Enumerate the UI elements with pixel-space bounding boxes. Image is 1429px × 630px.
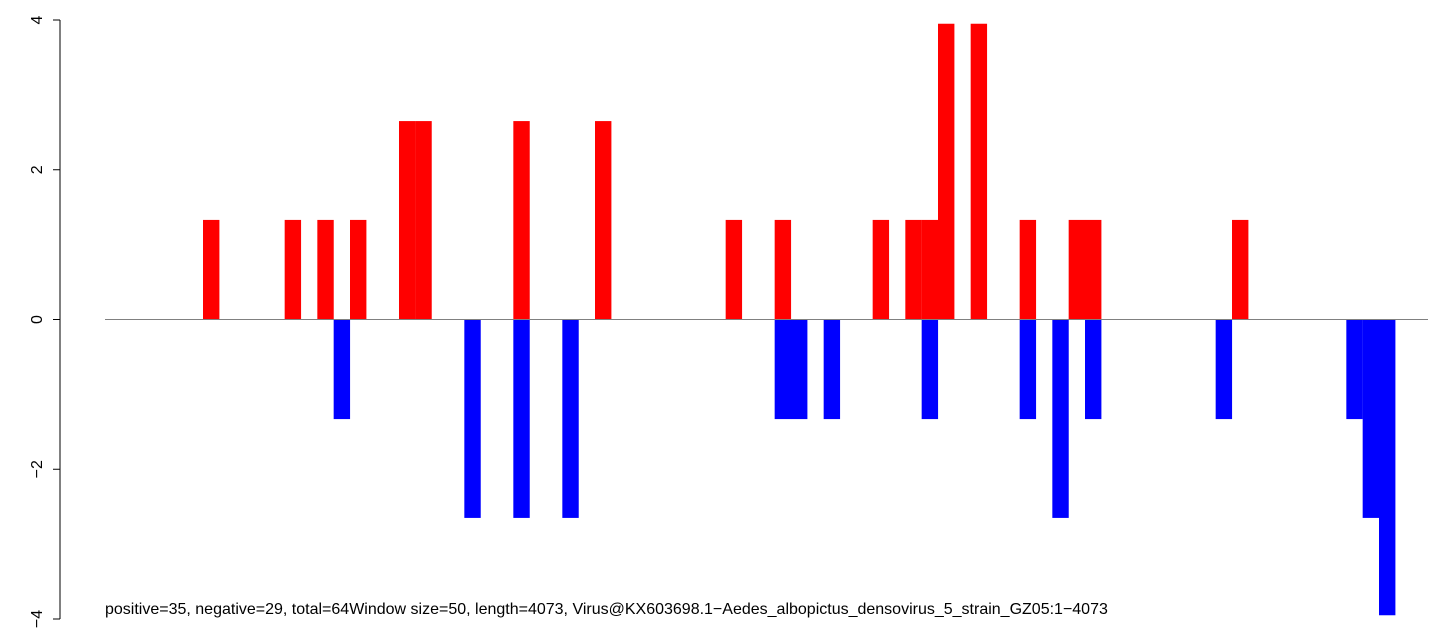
y-tick-label-1: −2 bbox=[29, 460, 46, 478]
y-tick-label-0: −4 bbox=[29, 610, 46, 628]
negative-bar-13 bbox=[1362, 319, 1380, 518]
positive-bar-6 bbox=[513, 121, 530, 320]
positive-bar-14 bbox=[970, 23, 988, 320]
positive-bar-18 bbox=[1232, 219, 1249, 320]
positive-bar-12 bbox=[921, 219, 939, 320]
positive-bar-0 bbox=[203, 219, 220, 320]
positive-bar-16 bbox=[1068, 219, 1086, 320]
caption: positive=35, negative=29, total=64Window… bbox=[105, 599, 1108, 621]
negative-bar-4 bbox=[774, 319, 792, 420]
counts-annotation: positive=35, negative=29, total=64 bbox=[105, 601, 350, 618]
y-axis: −4 −2 0 2 4 bbox=[29, 15, 61, 628]
positive-bar-15 bbox=[1019, 219, 1037, 320]
positive-bar-10 bbox=[872, 219, 890, 320]
positive-bar-7 bbox=[595, 121, 612, 320]
y-tick-label-3: 2 bbox=[29, 165, 46, 174]
positive-bar-4 bbox=[399, 121, 416, 320]
window-annotation: Window size=50, length=4073, Virus@KX603… bbox=[349, 601, 1108, 618]
negative-bar-8 bbox=[1019, 319, 1037, 420]
positive-bar-3 bbox=[350, 219, 367, 320]
positive-bar-8 bbox=[725, 219, 743, 320]
negative-bar-3 bbox=[562, 319, 579, 518]
negative-bar-1 bbox=[464, 319, 481, 518]
negative-bar-6 bbox=[823, 319, 841, 420]
negative-bar-12 bbox=[1346, 319, 1363, 420]
negative-bar-7 bbox=[921, 319, 939, 420]
positive-bar-17 bbox=[1085, 219, 1102, 320]
positive-bar-11 bbox=[905, 219, 922, 320]
negative-bar-0 bbox=[333, 319, 351, 420]
y-tick-label-4: 4 bbox=[29, 15, 46, 24]
bars-layer bbox=[203, 23, 1396, 616]
negative-bar-5 bbox=[791, 319, 808, 420]
negative-bar-10 bbox=[1085, 319, 1102, 420]
negative-bar-11 bbox=[1215, 319, 1233, 420]
positive-bar-1 bbox=[284, 219, 302, 320]
y-tick-label-2: 0 bbox=[29, 315, 46, 324]
positive-bar-5 bbox=[415, 121, 432, 320]
negative-bar-14 bbox=[1379, 319, 1396, 616]
negative-bar-2 bbox=[513, 319, 530, 518]
negative-bar-9 bbox=[1052, 319, 1069, 518]
positive-bar-2 bbox=[317, 219, 334, 320]
positive-bar-9 bbox=[774, 219, 792, 320]
positive-bar-13 bbox=[938, 23, 955, 320]
